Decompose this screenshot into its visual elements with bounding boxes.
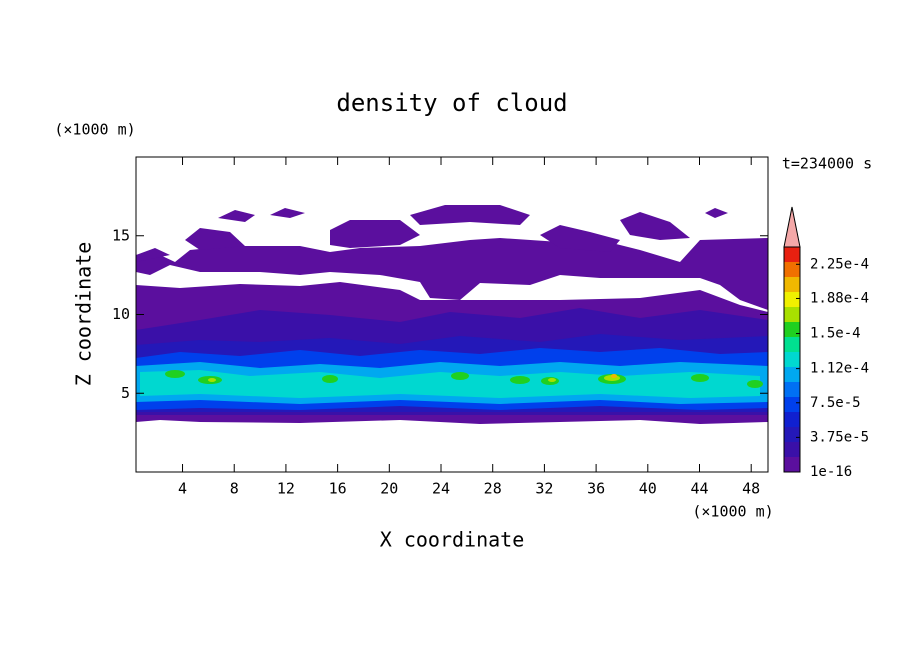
- x-axis-title: X coordinate: [380, 528, 525, 552]
- colorbar-band: [784, 262, 800, 277]
- y-tick-label: 15: [112, 226, 130, 244]
- colorbar-band: [784, 292, 800, 307]
- contour-field: [136, 205, 768, 424]
- x-tick-label: 4: [178, 480, 187, 498]
- x-tick-label: 20: [380, 480, 398, 498]
- chart-title: density of cloud: [336, 89, 567, 117]
- colorbar-band: [784, 457, 800, 472]
- colorbar-band: [784, 352, 800, 367]
- colorbar-band: [784, 307, 800, 322]
- colorbar-tick-label: 3.75e-5: [810, 429, 869, 445]
- y-unit: (×1000 m): [54, 121, 135, 139]
- x-tick-label: 8: [230, 480, 239, 498]
- colorbar-band: [784, 367, 800, 382]
- y-axis-title: Z coordinate: [72, 242, 96, 387]
- colorbar-band: [784, 382, 800, 397]
- x-tick-label: 12: [277, 480, 295, 498]
- x-tick-label: 48: [742, 480, 760, 498]
- colorbar-band: [784, 397, 800, 412]
- colorbar-band: [784, 247, 800, 262]
- colorbar-extend: [783, 206, 801, 248]
- colorbar-band: [784, 442, 800, 457]
- y-tick-label: 5: [121, 384, 130, 402]
- colorbar-frame: [783, 246, 801, 473]
- colorbar-band: [784, 427, 800, 442]
- colorbar-band: [784, 322, 800, 337]
- x-tick-label: 32: [535, 480, 553, 498]
- x-tick-label: 40: [639, 480, 657, 498]
- colorbar-tick-label: 1.5e-4: [810, 326, 861, 342]
- x-tick-label: 36: [587, 480, 605, 498]
- colorbar-band: [784, 412, 800, 427]
- colorbar-tick-label: 7.5e-5: [810, 395, 861, 411]
- time-label: t=234000 s: [782, 155, 872, 173]
- colorbar-tick-label: 1e-16: [810, 464, 852, 480]
- x-tick-label: 44: [690, 480, 708, 498]
- colorbar-tick-label: 1.12e-4: [810, 361, 869, 377]
- x-tick-label: 28: [484, 480, 502, 498]
- y-tick-label: 10: [112, 305, 130, 323]
- colorbar-band: [784, 337, 800, 352]
- colorbar-band: [784, 277, 800, 292]
- x-tick-label: 16: [329, 480, 347, 498]
- x-unit: (×1000 m): [692, 503, 773, 521]
- x-tick-label: 24: [432, 480, 450, 498]
- colorbar-tick-label: 1.88e-4: [810, 290, 869, 306]
- colorbar-tick-label: 2.25e-4: [810, 256, 869, 272]
